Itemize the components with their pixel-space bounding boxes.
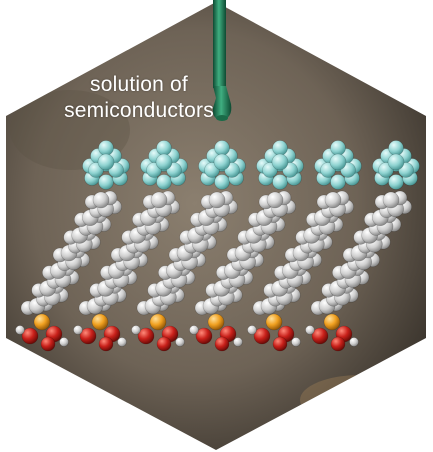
molecule-model xyxy=(189,140,304,352)
caption-line-2: semiconductors xyxy=(64,99,214,122)
molecule-model xyxy=(15,140,130,352)
molecule-model xyxy=(131,140,246,352)
molecule-array xyxy=(15,140,420,352)
molecule-model xyxy=(305,140,420,352)
pipette-icon xyxy=(212,0,232,121)
caption-line-1: solution of xyxy=(90,73,188,96)
molecule-model xyxy=(73,140,188,352)
molecule-model xyxy=(247,140,362,352)
